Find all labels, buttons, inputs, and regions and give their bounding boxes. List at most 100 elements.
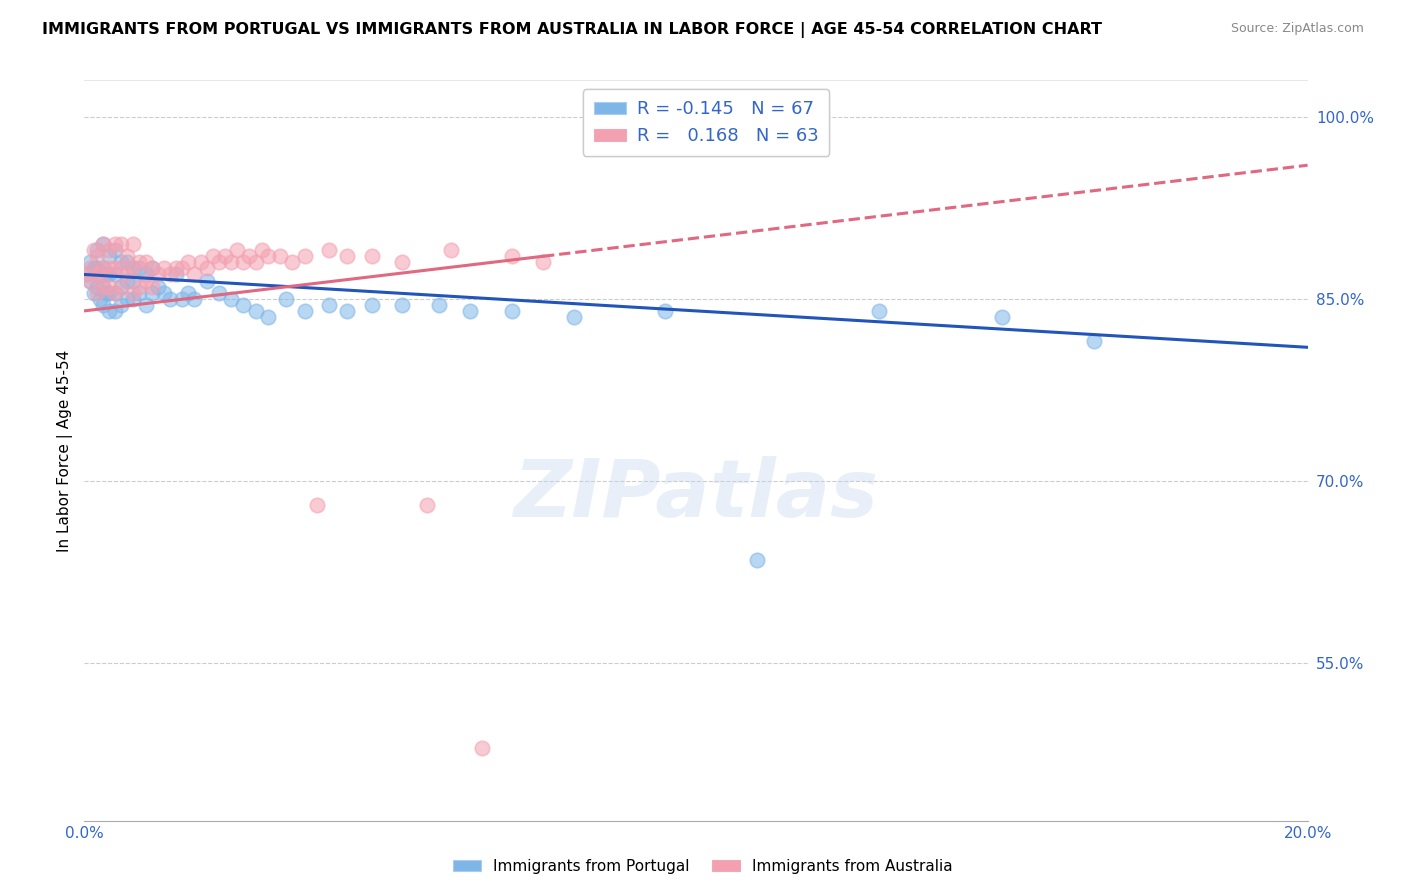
Point: [94, 268, 117, 282]
Point: [250, 243, 273, 257]
Point: [141, 261, 163, 276]
Point: [531, 255, 554, 269]
Point: [97, 261, 120, 276]
Point: [115, 292, 138, 306]
Point: [294, 304, 316, 318]
Point: [360, 298, 382, 312]
Point: [110, 261, 132, 276]
Point: [201, 249, 224, 263]
Y-axis label: In Labor Force | Age 45-54: In Labor Force | Age 45-54: [58, 350, 73, 551]
Point: [104, 243, 127, 257]
Point: [159, 292, 181, 306]
Point: [427, 298, 450, 312]
Point: [318, 298, 340, 312]
Point: [122, 274, 145, 288]
Point: [86, 249, 108, 263]
Point: [318, 243, 340, 257]
Point: [502, 249, 524, 263]
Point: [245, 304, 267, 318]
Point: [97, 304, 120, 318]
Point: [195, 261, 218, 276]
Point: [91, 237, 114, 252]
Point: [562, 310, 585, 324]
Point: [177, 285, 200, 300]
Point: [190, 255, 212, 269]
Point: [91, 237, 114, 252]
Point: [141, 261, 163, 276]
Point: [219, 255, 242, 269]
Point: [336, 304, 359, 318]
Point: [76, 268, 98, 282]
Point: [440, 243, 463, 257]
Point: [79, 261, 101, 276]
Point: [1083, 334, 1105, 349]
Point: [245, 255, 267, 269]
Point: [86, 243, 108, 257]
Point: [159, 268, 181, 282]
Point: [257, 310, 280, 324]
Point: [172, 261, 194, 276]
Point: [115, 268, 138, 282]
Point: [115, 249, 138, 263]
Point: [110, 298, 132, 312]
Point: [177, 255, 200, 269]
Point: [122, 261, 145, 276]
Point: [76, 268, 98, 282]
Point: [86, 279, 108, 293]
Point: [391, 255, 413, 269]
Point: [183, 268, 205, 282]
Point: [232, 298, 254, 312]
Point: [104, 285, 127, 300]
Point: [91, 279, 114, 293]
Point: [97, 285, 120, 300]
Point: [91, 261, 114, 276]
Point: [122, 292, 145, 306]
Point: [104, 261, 127, 276]
Legend: Immigrants from Portugal, Immigrants from Australia: Immigrants from Portugal, Immigrants fro…: [447, 853, 959, 880]
Point: [83, 243, 105, 257]
Point: [104, 268, 127, 282]
Point: [97, 268, 120, 282]
Point: [94, 285, 117, 300]
Point: [79, 255, 101, 269]
Point: [226, 243, 249, 257]
Point: [110, 279, 132, 293]
Point: [458, 304, 481, 318]
Point: [97, 249, 120, 263]
Point: [141, 285, 163, 300]
Point: [165, 268, 187, 282]
Point: [104, 237, 127, 252]
Point: [502, 304, 524, 318]
Point: [83, 261, 105, 276]
Point: [135, 298, 157, 312]
Point: [153, 285, 176, 300]
Point: [89, 292, 111, 306]
Point: [208, 255, 231, 269]
Point: [391, 298, 413, 312]
Point: [128, 279, 150, 293]
Point: [122, 261, 145, 276]
Point: [654, 304, 676, 318]
Point: [104, 285, 127, 300]
Point: [91, 298, 114, 312]
Point: [294, 249, 316, 263]
Point: [110, 255, 132, 269]
Point: [471, 740, 494, 755]
Point: [135, 274, 157, 288]
Point: [115, 274, 138, 288]
Point: [89, 268, 111, 282]
Point: [747, 552, 769, 566]
Point: [281, 255, 304, 269]
Point: [219, 292, 242, 306]
Point: [257, 249, 280, 263]
Point: [195, 274, 218, 288]
Point: [86, 268, 108, 282]
Point: [232, 255, 254, 269]
Point: [86, 261, 108, 276]
Point: [360, 249, 382, 263]
Point: [128, 285, 150, 300]
Point: [165, 261, 187, 276]
Point: [269, 249, 291, 263]
Point: [122, 237, 145, 252]
Point: [336, 249, 359, 263]
